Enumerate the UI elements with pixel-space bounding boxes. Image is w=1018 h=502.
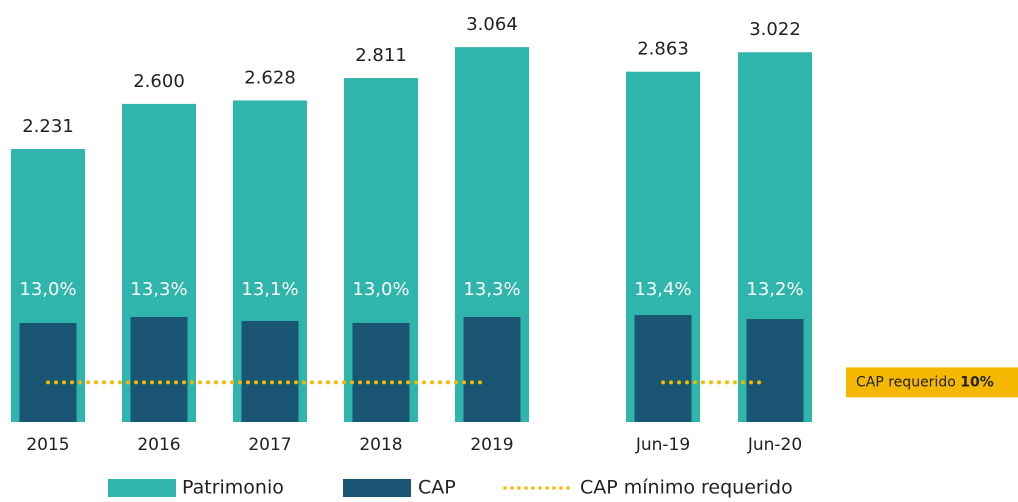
value-label: 13,0% <box>19 279 76 300</box>
value-label: 2.811 <box>355 45 407 66</box>
x-tick-label: Jun-19 <box>635 435 690 455</box>
bar <box>746 318 804 422</box>
bar <box>463 317 521 422</box>
value-label: 3.064 <box>466 14 518 35</box>
x-tick-label: 2017 <box>248 435 291 455</box>
annotation-box <box>846 367 1018 398</box>
value-label: 13,3% <box>463 279 520 300</box>
value-label: 2.863 <box>637 39 689 60</box>
value-label: 13,0% <box>352 279 409 300</box>
legend-label: Patrimonio <box>182 477 284 499</box>
value-label: 13,3% <box>130 279 187 300</box>
x-tick-label: 2018 <box>359 435 402 455</box>
bar <box>19 322 77 422</box>
value-label: 2.628 <box>244 67 296 88</box>
value-label: 13,1% <box>241 279 298 300</box>
x-tick-label: 2015 <box>26 435 69 455</box>
value-label: 2.600 <box>133 71 185 92</box>
value-label: 3.022 <box>749 19 801 40</box>
legend-label: CAP mínimo requerido <box>580 477 793 499</box>
value-label: 13,2% <box>746 279 803 300</box>
value-label: 2.231 <box>22 116 74 137</box>
bar <box>130 317 188 422</box>
bar <box>352 322 410 422</box>
value-label: 13,4% <box>634 279 691 300</box>
x-tick-label: 2019 <box>470 435 513 455</box>
bar <box>634 315 692 422</box>
bar <box>241 320 299 422</box>
legend-swatch <box>108 479 176 497</box>
legend-label: CAP <box>418 477 456 499</box>
annotation: CAP requerido 10% <box>856 374 994 390</box>
x-tick-label: 2016 <box>137 435 180 455</box>
annotation-value: 10% <box>960 374 994 390</box>
legend-swatch <box>343 479 411 497</box>
annotation-text: CAP requerido <box>856 374 956 390</box>
x-tick-label: Jun-20 <box>747 435 802 455</box>
